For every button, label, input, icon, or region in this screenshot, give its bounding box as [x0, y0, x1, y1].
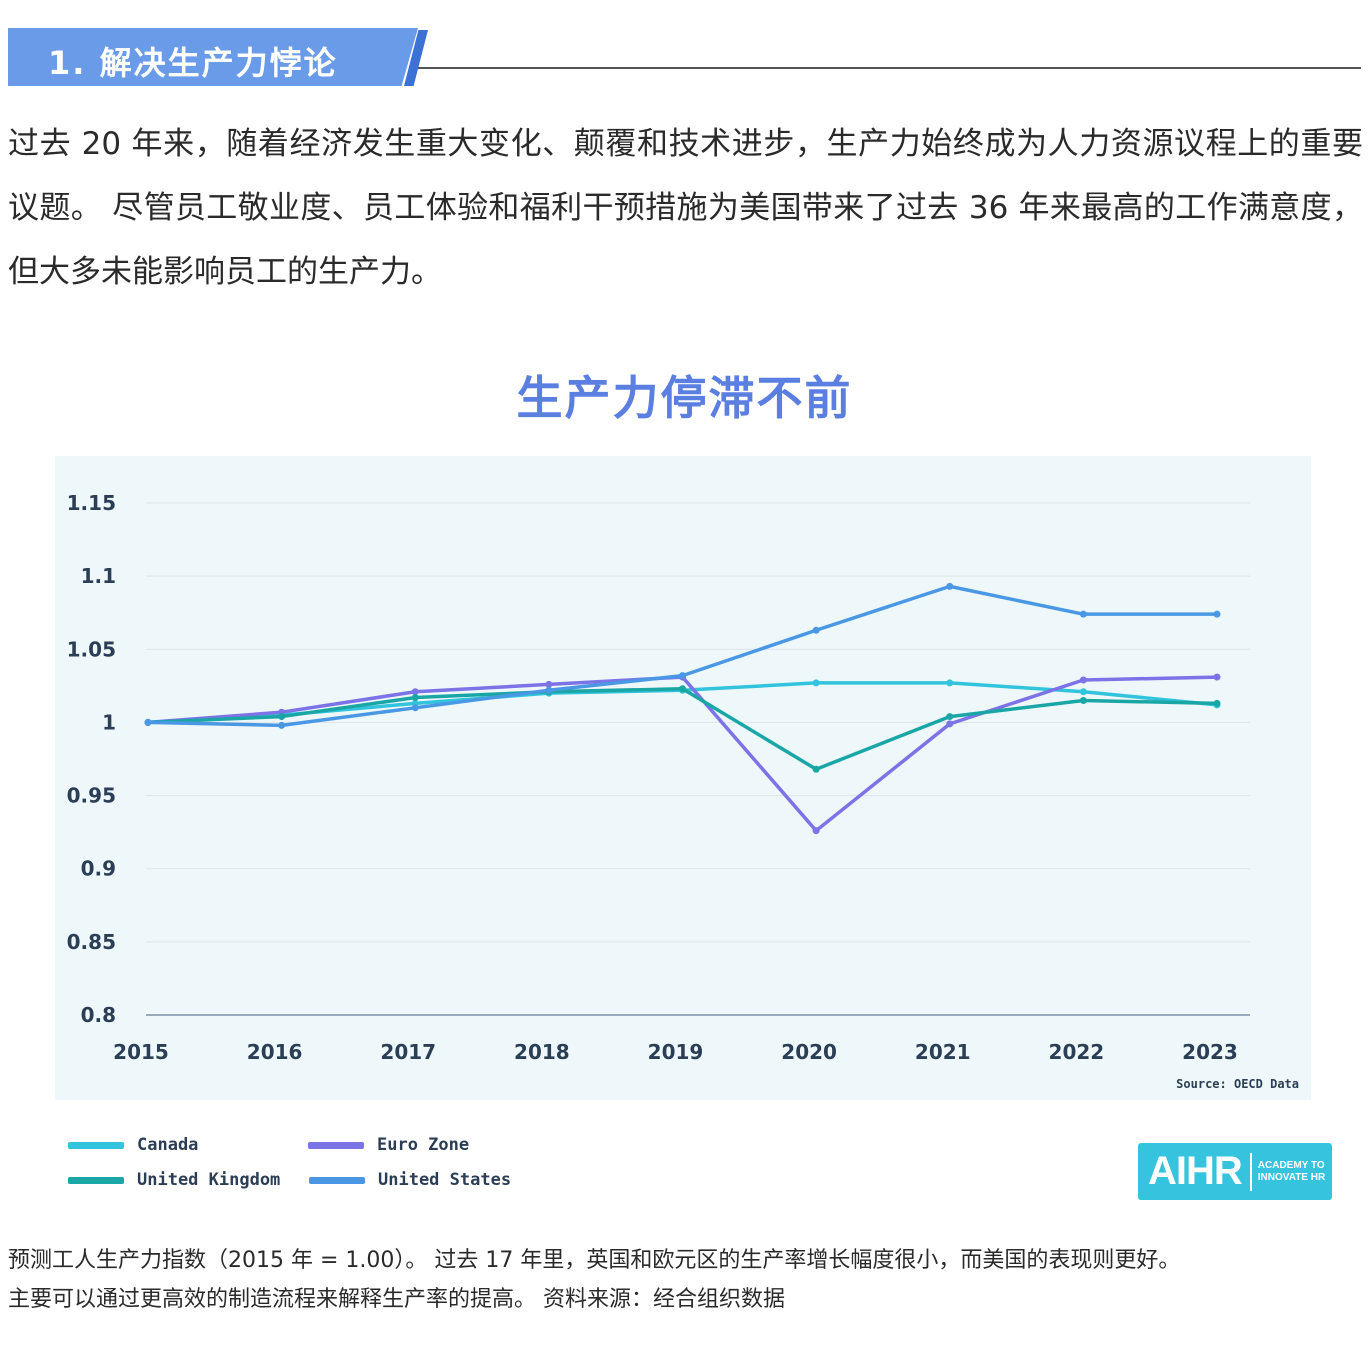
legend-swatch-united-kingdom — [68, 1176, 124, 1184]
data-point-united-states — [1079, 610, 1087, 618]
x-tick-label: 2021 — [915, 1040, 971, 1064]
caption-line-2: 主要可以通过更高效的制造流程来解释生产率的提高。 资料来源：经合组织数据 — [8, 1287, 785, 1312]
aihr-logo: AIHR ACADEMY TO INNOVATE HR — [1138, 1143, 1332, 1200]
data-point-euro-zone — [812, 827, 820, 835]
logo-wordmark: AIHR — [1148, 1149, 1243, 1193]
x-tick-label: 2017 — [380, 1040, 436, 1064]
x-tick-label: 2022 — [1049, 1040, 1105, 1064]
y-tick-label: 1 — [102, 710, 116, 734]
x-tick-label: 2016 — [247, 1040, 303, 1064]
logo-divider — [1249, 1152, 1252, 1191]
data-point-euro-zone — [946, 720, 954, 728]
chart-source: Source: OECD Data — [1176, 1077, 1299, 1091]
data-point-united-states — [1213, 610, 1221, 618]
legend-swatch-canada — [68, 1141, 124, 1149]
data-point-euro-zone — [1213, 673, 1221, 681]
data-point-united-kingdom — [812, 765, 820, 773]
data-point-euro-zone — [1079, 676, 1087, 684]
data-point-united-states — [411, 704, 419, 712]
x-tick-label: 2018 — [514, 1040, 570, 1064]
y-tick-label: 0.95 — [67, 784, 116, 808]
y-tick-label: 0.8 — [81, 1003, 116, 1027]
data-point-united-states — [278, 721, 286, 729]
chart-grid — [146, 502, 1250, 1016]
y-tick-label: 0.85 — [67, 930, 116, 954]
chart-caption: 预测工人生产力指数（2015 年 = 1.00）。 过去 17 年里，英国和欧元… — [8, 1241, 1363, 1319]
chart-panel — [55, 456, 1311, 1100]
intro-paragraph: 过去 20 年来，随着经济发生重大变化、颠覆和技术进步，生产力始终成为人力资源议… — [8, 126, 1363, 290]
data-point-united-kingdom — [679, 685, 686, 693]
chart-legend: Canada Euro Zone United Kingdom United S… — [68, 1132, 588, 1202]
legend-label: United States — [378, 1170, 512, 1190]
legend-label: Canada — [137, 1135, 199, 1155]
data-point-euro-zone — [545, 680, 553, 688]
caption-line-1: 预测工人生产力指数（2015 年 = 1.00）。 过去 17 年里，英国和欧元… — [8, 1248, 1181, 1273]
chart-series — [144, 582, 1221, 835]
section-header-tab — [8, 28, 418, 86]
data-point-united-kingdom — [946, 713, 954, 721]
logo-tagline: ACADEMY TO INNOVATE HR — [1258, 1160, 1325, 1184]
data-point-united-states — [545, 686, 553, 694]
data-point-canada — [1079, 688, 1087, 696]
y-tick-label: 1.1 — [81, 564, 116, 588]
data-point-united-kingdom — [278, 713, 286, 721]
y-axis-ticks: 1.15 1.1 1.05 1 0.95 0.9 0.85 0.8 — [67, 491, 116, 1027]
data-point-united-kingdom — [1079, 696, 1087, 704]
chart-title: 生产力停滞不前 — [516, 371, 853, 425]
data-point-united-states — [812, 626, 820, 634]
section-header: 1. 解决生产力悖论 — [8, 28, 1361, 88]
data-point-united-kingdom — [1213, 699, 1221, 707]
y-tick-label: 1.05 — [67, 637, 116, 661]
legend-item-euro-zone: Euro Zone — [308, 1132, 469, 1158]
data-point-euro-zone — [411, 688, 419, 696]
legend-swatch-euro-zone — [308, 1141, 364, 1149]
legend-item-united-kingdom: United Kingdom — [68, 1167, 280, 1193]
section-divider — [418, 67, 1361, 69]
legend-label: Euro Zone — [377, 1135, 470, 1155]
x-tick-label: 2019 — [648, 1040, 704, 1064]
data-point-canada — [946, 679, 954, 687]
x-tick-label: 2020 — [781, 1040, 837, 1064]
logo-tagline-line1: ACADEMY TO — [1257, 1159, 1325, 1171]
legend-swatch-united-states — [309, 1176, 365, 1184]
legend-label: United Kingdom — [137, 1170, 281, 1190]
legend-item-united-states: United States — [309, 1167, 511, 1193]
x-tick-label: 2015 — [113, 1040, 169, 1064]
section-title: 1. 解决生产力悖论 — [48, 44, 338, 82]
data-point-united-states — [679, 672, 686, 680]
x-tick-label: 2023 — [1182, 1040, 1238, 1064]
data-point-united-states — [946, 582, 954, 590]
data-point-united-states — [144, 718, 152, 726]
y-tick-label: 0.9 — [81, 857, 116, 881]
series-line-euro-zone — [146, 675, 1219, 833]
data-point-united-kingdom — [411, 694, 419, 702]
x-axis-ticks: 2015 2016 2017 2018 2019 2020 2021 2022 2023 — [113, 1040, 1238, 1064]
legend-item-canada: Canada — [68, 1132, 198, 1158]
data-point-canada — [812, 679, 820, 687]
y-tick-label: 1.15 — [67, 491, 116, 515]
series-line-united-kingdom — [146, 687, 1219, 771]
logo-tagline-line2: INNOVATE HR — [1257, 1171, 1326, 1183]
